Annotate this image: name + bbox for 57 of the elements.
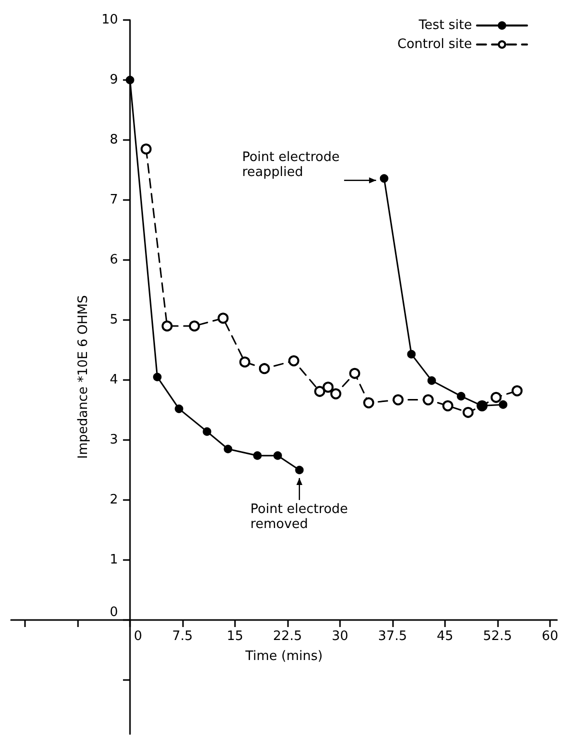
- y-tick-label: 2: [110, 492, 118, 508]
- point: [224, 444, 232, 454]
- point: [442, 400, 454, 412]
- point: [258, 363, 270, 374]
- point: [188, 320, 200, 332]
- x-axis-title: Time (mins): [244, 649, 323, 664]
- point: [273, 451, 282, 460]
- y-tick-label: 4: [110, 372, 118, 388]
- y-tick-label: 10: [101, 12, 118, 28]
- x-tick-label: 0: [134, 629, 142, 644]
- x-tick-label: 45: [436, 629, 454, 644]
- point: [202, 427, 212, 436]
- point: [380, 174, 388, 183]
- point: [498, 400, 508, 409]
- point: [288, 355, 300, 366]
- point: [239, 356, 250, 368]
- point: [407, 350, 416, 358]
- y-tick-label: 3: [110, 432, 118, 448]
- y-tick-label: 0: [110, 605, 118, 620]
- point: [162, 320, 173, 332]
- point: [314, 386, 326, 397]
- legend-label: Control site: [397, 37, 472, 52]
- point: [490, 392, 502, 403]
- x-tick-label: 7.5: [172, 629, 193, 644]
- y-tick-label: 1: [110, 552, 118, 568]
- point: [427, 376, 436, 385]
- y-tick-label: 9: [110, 72, 118, 88]
- point: [295, 466, 304, 474]
- point: [322, 382, 334, 393]
- x-tick-label: 37.5: [378, 629, 407, 644]
- y-tick-label: 8: [110, 132, 118, 148]
- point: [253, 451, 262, 460]
- annotation: Point electrode reapplied: [242, 150, 340, 180]
- point: [153, 372, 162, 382]
- point: [174, 404, 184, 414]
- x-tick-label: 30: [332, 629, 348, 644]
- y-tick-label: 5: [110, 312, 118, 328]
- annotation: Point electrode removed: [250, 502, 348, 532]
- point: [218, 312, 229, 324]
- point: [330, 388, 342, 400]
- point: [456, 392, 466, 400]
- x-tick-label: 22.5: [273, 629, 302, 644]
- x-tick-label: 52.5: [483, 629, 512, 644]
- point: [363, 397, 374, 408]
- point: [512, 385, 523, 396]
- x-tick-label: 15: [226, 629, 244, 644]
- y-tick-label: 6: [110, 252, 118, 268]
- point: [349, 368, 360, 379]
- point: [422, 394, 434, 406]
- y-tick-label: 7: [110, 192, 118, 208]
- point: [126, 76, 134, 84]
- point: [140, 144, 152, 154]
- point: [462, 406, 474, 418]
- y-axis-title: Impedance *10E 6 OHMS: [76, 295, 91, 459]
- x-tick-label: 60: [542, 629, 558, 644]
- legend-label: Test site: [418, 18, 472, 33]
- point: [392, 394, 404, 406]
